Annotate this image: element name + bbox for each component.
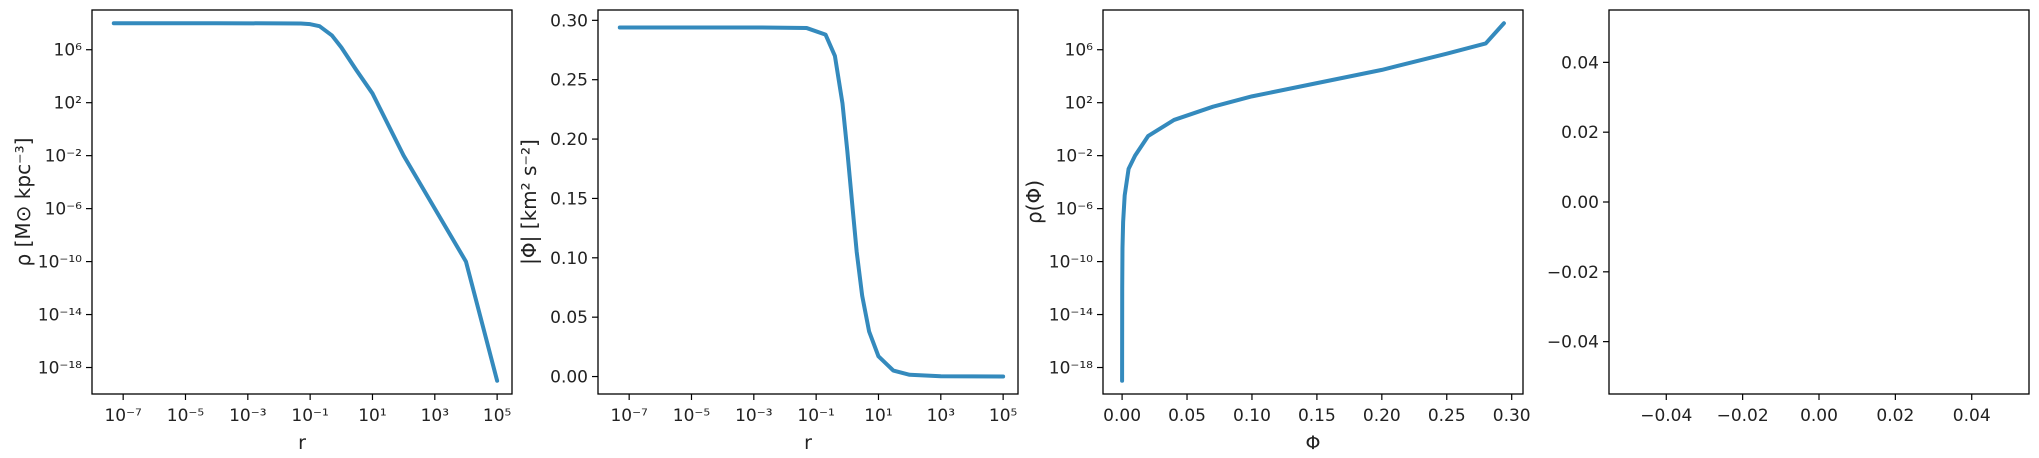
y-tick-label: 0.04 [1561,53,1599,73]
x-tick-label: 0.15 [1298,406,1336,426]
x-tick-label: 0.10 [1233,406,1271,426]
subplot-1: 10⁻⁷ 10⁻⁵ 10⁻³ 10⁻¹ 10¹ 10³ 10⁵ 10⁻¹⁸ 10⁻¹⁴ 10⁻¹⁰… [11,9,513,454]
series-line-1 [1120,21,1506,383]
x-tick-label: 0.25 [1428,406,1466,426]
x-tick-label: 10⁻⁵ [673,406,710,426]
x-tick-label: 10⁻⁵ [167,406,204,426]
subplot-2: 10⁻⁷ 10⁻⁵ 10⁻³ 10⁻¹ 10¹ 10³ 10⁵ 0.00 0.05 0.10 0.1… [517,9,1019,454]
x-tick-label: 10⁵ [483,406,511,426]
y-tick-label: 10² [54,94,82,114]
x-tick-label: 10⁻¹ [291,406,328,426]
x-tick-label: 10³ [421,406,449,426]
y-tick-label: 0.30 [550,11,588,31]
subplot-3: 0.00 0.05 0.10 0.15 0.20 0.25 0.30 10⁻¹⁸ 10⁻¹⁴ 10… [1022,9,1531,454]
y-tick-label: 10⁻⁶ [45,200,83,220]
y-axis-label: ρ(Φ) [1022,180,1046,224]
x-tick-label: 0.04 [1953,406,1991,426]
x-tick-label: 0.00 [1103,406,1141,426]
x-tick-label: −0.04 [1640,406,1692,426]
x-tick-label: 10⁻¹ [797,406,834,426]
series-line-1 [111,21,500,383]
y-tick-label: 0.02 [1561,123,1599,143]
y-tick-label: 0.10 [550,249,588,269]
x-tick-label: 0.20 [1363,406,1401,426]
y-tick-label: 10⁶ [1065,41,1094,61]
axes-frame [91,9,513,395]
x-axis-label: r [804,432,812,454]
series-line-1 [617,25,1006,379]
subplot-4: −0.04 −0.02 0.00 0.02 0.04 −0.04 −0.02 0.00 0.02… [1547,9,2030,426]
y-tick-label: −0.04 [1547,333,1599,353]
x-tick-label: 10³ [927,406,955,426]
y-tick-label: −0.02 [1547,263,1599,283]
y-tick-label: 10⁻¹⁸ [1049,359,1093,379]
y-tick-label: 10⁻² [1056,147,1093,167]
y-axis-label: ρ [M⊙ kpc⁻³] [11,138,35,267]
x-axis-label: Φ [1306,432,1321,454]
x-tick-label: 10¹ [358,406,386,426]
x-tick-label: 10⁻³ [735,406,772,426]
x-tick-label: 0.05 [1168,406,1206,426]
x-tick-label: 0.30 [1493,406,1531,426]
x-tick-label: 10⁻³ [229,406,266,426]
axes-frame [1608,9,2030,395]
y-tick-label: 10² [1065,94,1093,114]
y-tick-label: 10⁻¹⁴ [1049,306,1093,326]
axes-frame [597,9,1019,395]
y-tick-label: 10⁻¹⁴ [38,306,82,326]
x-tick-label: 10¹ [864,406,892,426]
y-tick-label: 10⁻¹⁸ [38,359,82,379]
x-tick-label: 0.00 [1800,406,1838,426]
x-tick-label: −0.02 [1717,406,1769,426]
y-tick-label: 10⁻⁶ [1056,200,1094,220]
y-tick-label: 10⁶ [54,41,83,61]
axes-frame [1102,9,1524,395]
y-tick-label: 10⁻¹⁰ [1049,253,1093,273]
x-tick-label: 10⁵ [989,406,1017,426]
x-tick-label: 10⁻⁷ [610,406,648,426]
y-tick-label: 0.00 [550,368,588,388]
x-axis-label: r [298,432,306,454]
y-tick-label: 0.15 [550,189,588,209]
x-tick-label: 10⁻⁷ [104,406,142,426]
y-tick-label: 0.00 [1561,193,1599,213]
y-tick-label: 0.05 [550,308,588,328]
y-tick-label: 10⁻¹⁰ [38,253,82,273]
y-tick-label: 0.20 [550,130,588,150]
y-axis-label: |Φ| [km² s⁻²] [517,139,541,265]
y-tick-label: 10⁻² [45,147,82,167]
y-tick-label: 0.25 [550,71,588,91]
x-tick-label: 0.02 [1876,406,1914,426]
